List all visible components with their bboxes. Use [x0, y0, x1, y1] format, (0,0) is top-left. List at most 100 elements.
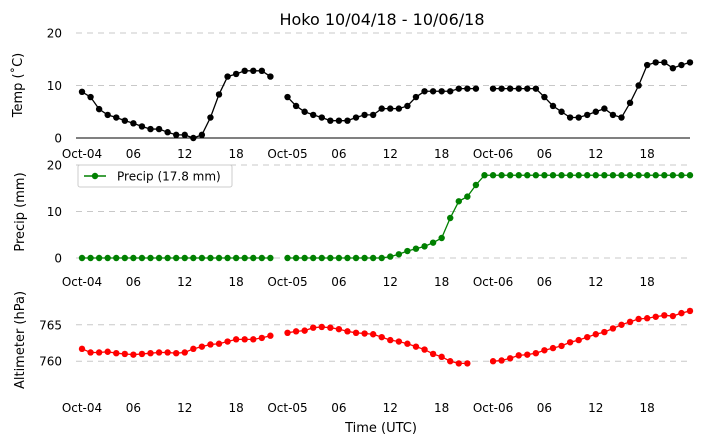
y-tick-label-precip-0: 0 [54, 252, 62, 266]
y-axis-label-precip: Precip (mm) [13, 172, 28, 251]
data-point-precip-41 [429, 239, 437, 246]
legend-frame [77, 164, 233, 188]
data-point-altimeter-63 [618, 321, 625, 328]
data-point-precip-62 [609, 172, 617, 179]
data-point-altimeter-54 [541, 347, 548, 354]
data-point-altimeter-65 [635, 315, 642, 323]
data-point-altimeter-8 [147, 350, 154, 357]
x-tick-label-altimeter-7: 18 [434, 401, 449, 415]
chart-title: Hoko 10/04/18 - 10/06/18 [279, 10, 484, 29]
data-point-precip-14 [198, 254, 206, 262]
x-tick-label-temp-8: Oct-06 [473, 147, 513, 161]
data-point-temp-40 [421, 88, 428, 95]
legend-swatch-marker [91, 172, 99, 180]
data-point-temp-50 [506, 85, 514, 92]
data-point-altimeter-19 [241, 336, 248, 343]
data-point-precip-70 [678, 172, 685, 179]
panel-precip: 0 10 20 Oct-04 06 12 18 Oct-05 06 12 18 Oct-06 06 12… [13, 159, 694, 289]
x-tick-label-temp-10: 12 [588, 147, 603, 161]
data-point-temp-15 [207, 114, 214, 121]
data-point-temp-41 [429, 88, 437, 95]
data-point-precip-55 [549, 172, 557, 179]
data-point-precip-33 [361, 254, 368, 262]
data-point-altimeter-49 [498, 357, 505, 364]
legend: Precip (17.8 mm) [77, 164, 233, 188]
data-point-precip-63 [618, 172, 625, 179]
data-point-altimeter-62 [609, 325, 617, 332]
data-point-temp-46 [472, 85, 480, 92]
data-point-temp-70 [678, 61, 685, 69]
series-line-precip-1 [287, 174, 690, 259]
data-point-temp-24 [284, 93, 291, 101]
data-point-temp-37 [395, 105, 403, 112]
panel-altimeter: 760 765 Oct-04 06 12 18 Oct-05 06 12 18 Oct-06 06 1… [13, 291, 694, 415]
x-tick-label-precip-3: 18 [229, 275, 244, 289]
data-point-altimeter-70 [678, 309, 685, 317]
data-point-altimeter-38 [404, 340, 411, 347]
data-point-temp-64 [626, 99, 634, 107]
data-point-altimeter-11 [172, 350, 180, 357]
x-tick-label-precip-7: 18 [434, 275, 449, 289]
data-point-temp-69 [669, 64, 677, 72]
data-point-altimeter-32 [352, 329, 360, 336]
data-point-altimeter-42 [438, 353, 445, 361]
data-point-precip-19 [241, 254, 248, 262]
data-point-altimeter-29 [327, 324, 334, 331]
data-point-altimeter-21 [258, 334, 266, 342]
data-point-temp-59 [584, 111, 591, 119]
data-point-altimeter-51 [515, 352, 522, 359]
data-point-precip-47 [481, 172, 488, 179]
data-point-temp-29 [327, 117, 334, 124]
data-point-altimeter-6 [130, 351, 137, 358]
data-point-temp-54 [541, 93, 548, 101]
data-point-temp-1 [87, 93, 94, 101]
data-point-precip-34 [369, 254, 377, 262]
data-point-precip-51 [515, 172, 522, 179]
data-point-precip-30 [335, 254, 343, 262]
data-point-temp-22 [267, 73, 274, 80]
data-point-temp-25 [292, 102, 300, 110]
data-point-precip-8 [147, 254, 154, 262]
x-tick-label-altimeter-4: Oct-05 [267, 401, 307, 415]
data-point-precip-3 [104, 254, 111, 262]
data-point-precip-57 [566, 172, 574, 179]
y-axis-label-temp: Temp (˚C) [10, 53, 26, 119]
x-axis-label: Time (UTC) [344, 421, 417, 436]
x-tick-label-altimeter-9: 06 [537, 401, 552, 415]
data-point-altimeter-58 [575, 336, 582, 344]
data-point-precip-53 [532, 172, 540, 179]
data-point-temp-43 [447, 88, 454, 95]
data-point-precip-31 [344, 254, 351, 262]
data-point-altimeter-53 [532, 350, 540, 357]
data-point-altimeter-28 [318, 323, 325, 331]
data-point-precip-24 [284, 254, 291, 262]
data-point-temp-4 [113, 114, 120, 121]
data-point-temp-10 [164, 129, 171, 136]
x-tick-label-precip-8: Oct-06 [473, 275, 513, 289]
data-point-temp-56 [558, 108, 565, 115]
series-line-temp-0 [81, 70, 271, 139]
data-point-altimeter-39 [412, 343, 420, 350]
data-point-temp-62 [609, 111, 617, 119]
data-point-altimeter-48 [489, 358, 497, 365]
data-point-temp-44 [455, 85, 462, 92]
data-point-temp-27 [310, 111, 317, 119]
data-point-altimeter-26 [301, 327, 308, 334]
data-point-altimeter-44 [455, 360, 462, 367]
data-point-altimeter-22 [267, 332, 274, 339]
data-point-precip-0 [78, 254, 86, 262]
data-point-temp-42 [438, 88, 445, 95]
data-point-altimeter-57 [566, 339, 574, 346]
x-tick-label-temp-4: Oct-05 [267, 147, 307, 161]
data-point-altimeter-15 [207, 341, 214, 348]
data-point-temp-19 [241, 67, 248, 75]
data-point-altimeter-9 [155, 349, 163, 356]
data-point-temp-31 [344, 117, 351, 124]
data-point-temp-49 [498, 85, 505, 92]
data-point-precip-54 [541, 172, 548, 179]
data-point-altimeter-45 [464, 360, 471, 367]
data-point-altimeter-17 [224, 338, 231, 345]
data-point-precip-20 [250, 254, 257, 262]
data-point-temp-9 [155, 125, 163, 133]
data-point-altimeter-60 [592, 331, 600, 338]
